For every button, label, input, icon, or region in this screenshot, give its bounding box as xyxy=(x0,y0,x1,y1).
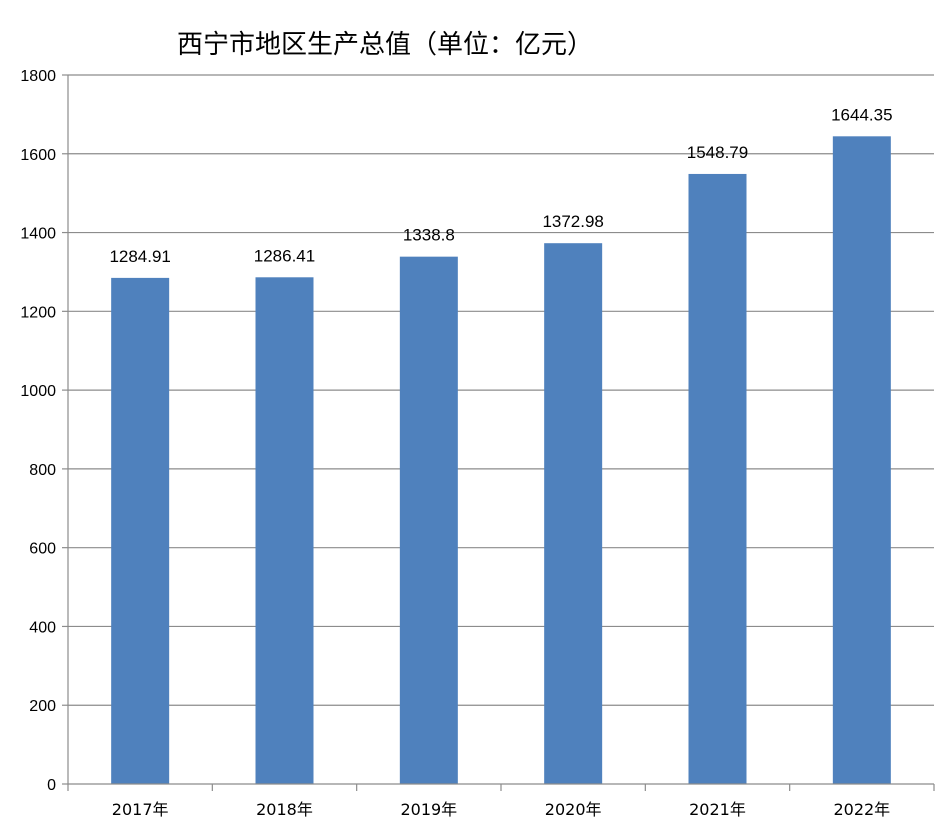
data-label: 1644.35 xyxy=(831,105,892,124)
x-tick-label: 2019年 xyxy=(400,800,457,819)
bar xyxy=(833,136,891,784)
bar xyxy=(689,174,747,784)
chart-title: 西宁市地区生产总值（单位：亿元） xyxy=(177,30,593,60)
bar xyxy=(111,278,169,784)
data-label: 1548.79 xyxy=(687,143,748,162)
x-tick-label: 2022年 xyxy=(833,800,890,819)
y-tick-label: 400 xyxy=(29,619,56,636)
y-tick-label: 0 xyxy=(47,777,56,794)
x-tick-label: 2020年 xyxy=(545,800,602,819)
axes xyxy=(68,75,934,784)
data-label: 1286.41 xyxy=(254,246,315,265)
y-tick-label: 800 xyxy=(29,462,56,479)
x-tick-label: 2021年 xyxy=(689,800,746,819)
bar xyxy=(544,243,602,784)
y-tick-label: 200 xyxy=(29,698,56,715)
gridlines xyxy=(68,75,934,705)
data-labels: 1284.91 1286.41 1338.8 1372.98 1548.79 1644.3… xyxy=(109,105,892,266)
data-label: 1284.91 xyxy=(109,247,170,266)
y-tick-label: 1000 xyxy=(20,383,56,400)
x-tick-label: 2018年 xyxy=(256,800,313,819)
y-axis-ticks: 0 200 400 600 800 1000 1200 1400 1600 1800 xyxy=(20,68,68,794)
x-tick-label: 2017年 xyxy=(112,800,169,819)
data-label: 1372.98 xyxy=(542,212,603,231)
y-tick-label: 1600 xyxy=(20,147,56,164)
y-tick-label: 1400 xyxy=(20,226,56,243)
bars xyxy=(111,136,891,784)
y-tick-label: 600 xyxy=(29,541,56,558)
x-axis-ticks: 2017年 2018年 2019年 2020年 2021年 2022年 xyxy=(68,784,934,819)
bar xyxy=(400,257,458,784)
y-tick-label: 1800 xyxy=(20,68,56,85)
bar xyxy=(256,277,314,784)
y-tick-label: 1200 xyxy=(20,304,56,321)
data-label: 1338.8 xyxy=(403,226,455,245)
